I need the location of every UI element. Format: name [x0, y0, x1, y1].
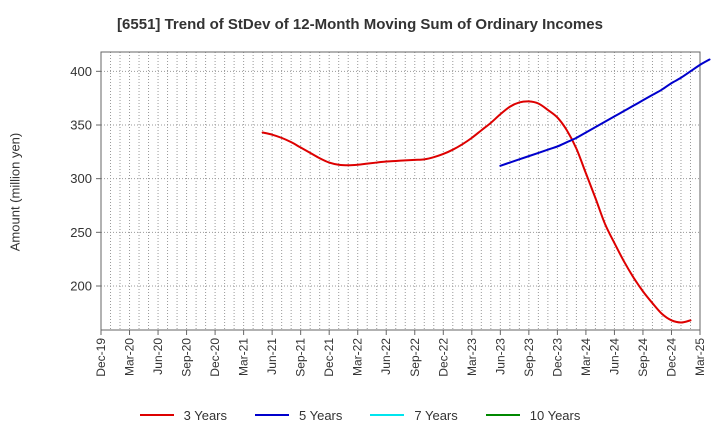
- legend-swatch-10-years: [485, 414, 520, 416]
- legend-item-10-years: 10 Years: [485, 407, 581, 423]
- x-tick-label: Dec-23: [550, 338, 564, 377]
- x-tick-label: Sep-20: [180, 338, 194, 377]
- y-tick-label: 400: [70, 64, 92, 79]
- y-tick-label: 200: [70, 278, 92, 293]
- x-tick-label: Jun-23: [493, 338, 507, 375]
- x-tick-label: Dec-22: [436, 338, 450, 377]
- x-tick-label: Sep-24: [636, 338, 650, 377]
- legend-item-5-years: 5 Years: [255, 408, 342, 423]
- x-tick-label: Mar-25: [693, 338, 707, 376]
- x-tick-label: Jun-21: [265, 338, 279, 375]
- x-tick-label: Sep-23: [522, 338, 536, 377]
- x-tick-label: Dec-24: [664, 338, 678, 377]
- legend-label-5-years: 5 Years: [299, 407, 343, 423]
- legend-swatch-5-years: [255, 414, 289, 416]
- y-tick-label: 250: [70, 225, 92, 240]
- x-tick-label: Sep-21: [294, 338, 308, 377]
- legend-label-7-years: 7 Years: [414, 407, 458, 423]
- legend-item-7-years: 7 Years: [370, 407, 458, 423]
- x-tick-label: Mar-21: [237, 338, 251, 376]
- series-line-5-years: [499, 58, 711, 167]
- y-tick-label: 300: [70, 171, 92, 186]
- legend-swatch-7-years: [370, 414, 405, 416]
- legend-item-3-years: 3 Years: [139, 407, 227, 423]
- y-tick-label: 350: [70, 117, 92, 132]
- legend-label-3-years: 3 Years: [183, 407, 227, 423]
- x-tick-label: Jun-20: [151, 338, 165, 375]
- x-tick-label: Mar-20: [123, 338, 137, 376]
- legend-swatch-3-years: [139, 414, 174, 416]
- x-tick-label: Sep-22: [408, 338, 422, 377]
- x-tick-label: Jun-22: [379, 338, 393, 375]
- legend: 3 Years 5 Years 7 Years 10 Years: [0, 404, 720, 426]
- plot-area-border: [100, 51, 701, 331]
- x-tick-label: Jun-24: [607, 338, 621, 375]
- x-tick-label: Dec-19: [94, 338, 108, 377]
- x-tick-label: Dec-20: [208, 338, 222, 377]
- x-tick-label: Mar-24: [579, 338, 593, 376]
- chart-title: [6551] Trend of StDev of 12-Month Moving…: [117, 16, 603, 33]
- x-tick-label: Dec-21: [322, 338, 336, 377]
- x-tick-label: Mar-22: [351, 338, 365, 376]
- x-tick-label: Mar-23: [465, 338, 479, 376]
- legend-label-10-years: 10 Years: [529, 407, 581, 423]
- series-line-3-years: [261, 100, 692, 324]
